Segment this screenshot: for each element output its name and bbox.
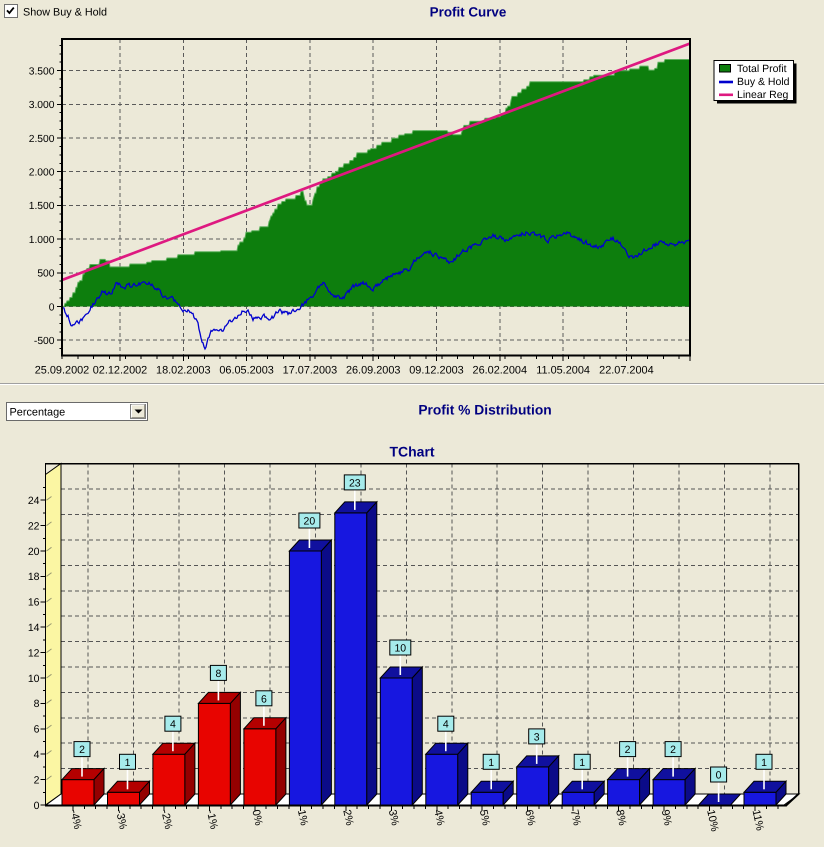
svg-text:11%: 11% <box>750 809 766 832</box>
svg-text:18: 18 <box>28 571 40 583</box>
svg-text:3%: 3% <box>386 809 401 827</box>
svg-text:2.500: 2.500 <box>29 134 55 145</box>
svg-text:06.05.2003: 06.05.2003 <box>219 365 274 377</box>
svg-text:3.500: 3.500 <box>29 66 55 77</box>
svg-text:20: 20 <box>28 546 40 558</box>
svg-text:14: 14 <box>28 622 40 634</box>
svg-text:4: 4 <box>170 719 176 731</box>
svg-text:1: 1 <box>761 757 767 769</box>
svg-text:12: 12 <box>28 647 40 659</box>
svg-text:2.000: 2.000 <box>29 168 55 179</box>
svg-text:2: 2 <box>79 744 85 756</box>
svg-text:26.09.2003: 26.09.2003 <box>346 365 401 377</box>
svg-text:1: 1 <box>579 757 585 769</box>
svg-text:23: 23 <box>349 477 361 489</box>
svg-text:17.07.2003: 17.07.2003 <box>283 365 338 377</box>
svg-text:8%: 8% <box>613 809 628 827</box>
svg-text:1.000: 1.000 <box>29 235 55 246</box>
svg-text:02.12.2002: 02.12.2002 <box>93 365 148 377</box>
svg-text:3: 3 <box>534 731 540 743</box>
svg-text:2: 2 <box>34 774 40 786</box>
svg-text:4: 4 <box>443 719 449 731</box>
svg-text:Total Profit: Total Profit <box>737 63 787 75</box>
svg-text:6: 6 <box>261 693 267 705</box>
svg-text:Buy & Hold: Buy & Hold <box>737 76 790 88</box>
svg-text:0: 0 <box>716 770 722 782</box>
svg-text:2%: 2% <box>340 809 355 827</box>
svg-text:8: 8 <box>34 698 40 710</box>
svg-text:2: 2 <box>670 744 676 756</box>
svg-text:7%: 7% <box>568 809 583 827</box>
svg-text:2: 2 <box>625 744 631 756</box>
svg-text:1: 1 <box>488 757 494 769</box>
svg-text:22.07.2004: 22.07.2004 <box>599 365 654 377</box>
svg-text:-3%: -3% <box>113 809 129 831</box>
svg-text:Show Buy & Hold: Show Buy & Hold <box>23 7 107 19</box>
svg-text:-2%: -2% <box>158 809 174 831</box>
svg-text:Percentage: Percentage <box>10 407 66 419</box>
svg-text:16: 16 <box>28 597 40 609</box>
svg-text:Linear Reg: Linear Reg <box>737 89 789 101</box>
svg-text:25.09.2002: 25.09.2002 <box>35 365 90 377</box>
svg-text:-500: -500 <box>34 336 55 347</box>
svg-text:-4%: -4% <box>68 809 84 831</box>
svg-text:20: 20 <box>304 516 316 528</box>
svg-text:4: 4 <box>34 749 40 761</box>
svg-text:6: 6 <box>34 724 40 736</box>
svg-text:500: 500 <box>37 269 54 280</box>
svg-text:-1%: -1% <box>204 809 220 831</box>
svg-text:0%: 0% <box>249 809 264 827</box>
svg-text:11.05.2004: 11.05.2004 <box>536 365 590 377</box>
svg-text:0: 0 <box>49 302 55 313</box>
svg-text:1: 1 <box>125 757 131 769</box>
svg-text:Profit Curve: Profit Curve <box>430 5 507 20</box>
svg-text:18.02.2003: 18.02.2003 <box>156 365 211 377</box>
svg-text:24: 24 <box>28 495 40 507</box>
svg-text:5%: 5% <box>477 809 492 827</box>
svg-text:6%: 6% <box>522 809 537 827</box>
svg-text:0: 0 <box>34 800 40 812</box>
svg-text:26.02.2004: 26.02.2004 <box>473 365 528 377</box>
svg-text:1.500: 1.500 <box>29 201 55 212</box>
svg-text:TChart: TChart <box>389 444 434 460</box>
svg-text:3.000: 3.000 <box>29 100 55 111</box>
svg-text:10: 10 <box>394 643 406 655</box>
svg-text:4%: 4% <box>431 809 446 827</box>
svg-text:22: 22 <box>28 520 40 532</box>
svg-text:10: 10 <box>28 673 40 685</box>
svg-text:Profit % Distribution: Profit % Distribution <box>418 403 551 418</box>
svg-text:1%: 1% <box>295 809 310 827</box>
svg-text:09.12.2003: 09.12.2003 <box>409 365 464 377</box>
svg-text:8: 8 <box>215 668 221 680</box>
svg-text:10%: 10% <box>704 809 720 833</box>
svg-text:9%: 9% <box>659 809 674 827</box>
